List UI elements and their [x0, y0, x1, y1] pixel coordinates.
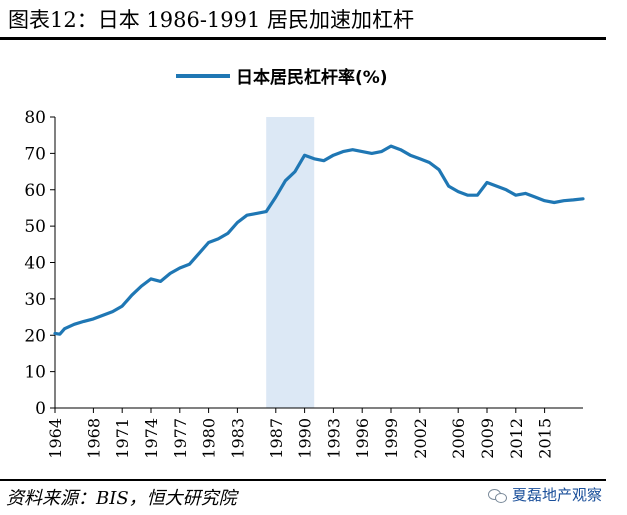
y-tick-label: 20: [24, 326, 46, 346]
source-rule: [0, 479, 606, 481]
x-tick-label: 2015: [536, 418, 555, 459]
legend: 日本居民杠杆率(%): [176, 67, 388, 88]
x-tick-label: 1968: [84, 418, 103, 459]
series-line: [53, 144, 585, 336]
x-tick-label: 1999: [382, 418, 401, 459]
x-tick-label: 1993: [324, 418, 343, 459]
y-tick-label: 80: [24, 108, 46, 128]
title-rule: [0, 37, 606, 40]
x-tick-label: 1987: [267, 418, 286, 459]
y-tick-label: 50: [24, 217, 46, 237]
legend-label: 日本居民杠杆率(%): [236, 67, 388, 88]
x-tick-label: 2002: [411, 418, 430, 459]
y-tick-label: 30: [24, 290, 46, 310]
figure-title: 图表12：日本 1986-1991 居民加速加杠杆: [8, 8, 415, 32]
x-tick-label: 1983: [228, 418, 247, 459]
y-tick-label: 10: [24, 363, 46, 383]
x-tick-label: 1980: [200, 418, 219, 459]
y-tick-label: 0: [35, 399, 46, 419]
y-tick-label: 40: [24, 254, 46, 274]
y-tick-label: 60: [24, 181, 46, 201]
source-note: 资料来源：BIS，恒大研究院: [6, 488, 237, 509]
x-tick-label: 2009: [478, 418, 497, 459]
x-tick-label: 2012: [507, 418, 526, 459]
x-tick-label: 1977: [171, 418, 190, 459]
watermark-text: 夏磊地产观察: [512, 486, 603, 504]
y-tick-label: 70: [24, 144, 46, 164]
wechat-icon: [488, 487, 508, 503]
shaded-period: [266, 117, 315, 408]
x-tick-label: 1971: [113, 418, 132, 459]
watermark: 夏磊地产观察: [488, 484, 602, 505]
line-chart: 日本居民杠杆率(%) 0 10 20 30 40 50 60 70 80 1964 1968 1971…: [24, 67, 585, 459]
x-tick-label: 1996: [353, 418, 372, 459]
x-tick-label: 1974: [142, 418, 161, 459]
x-tick-label: 1964: [46, 418, 65, 459]
x-tick-label: 2006: [449, 418, 468, 459]
x-tick-label: 1990: [296, 418, 315, 459]
